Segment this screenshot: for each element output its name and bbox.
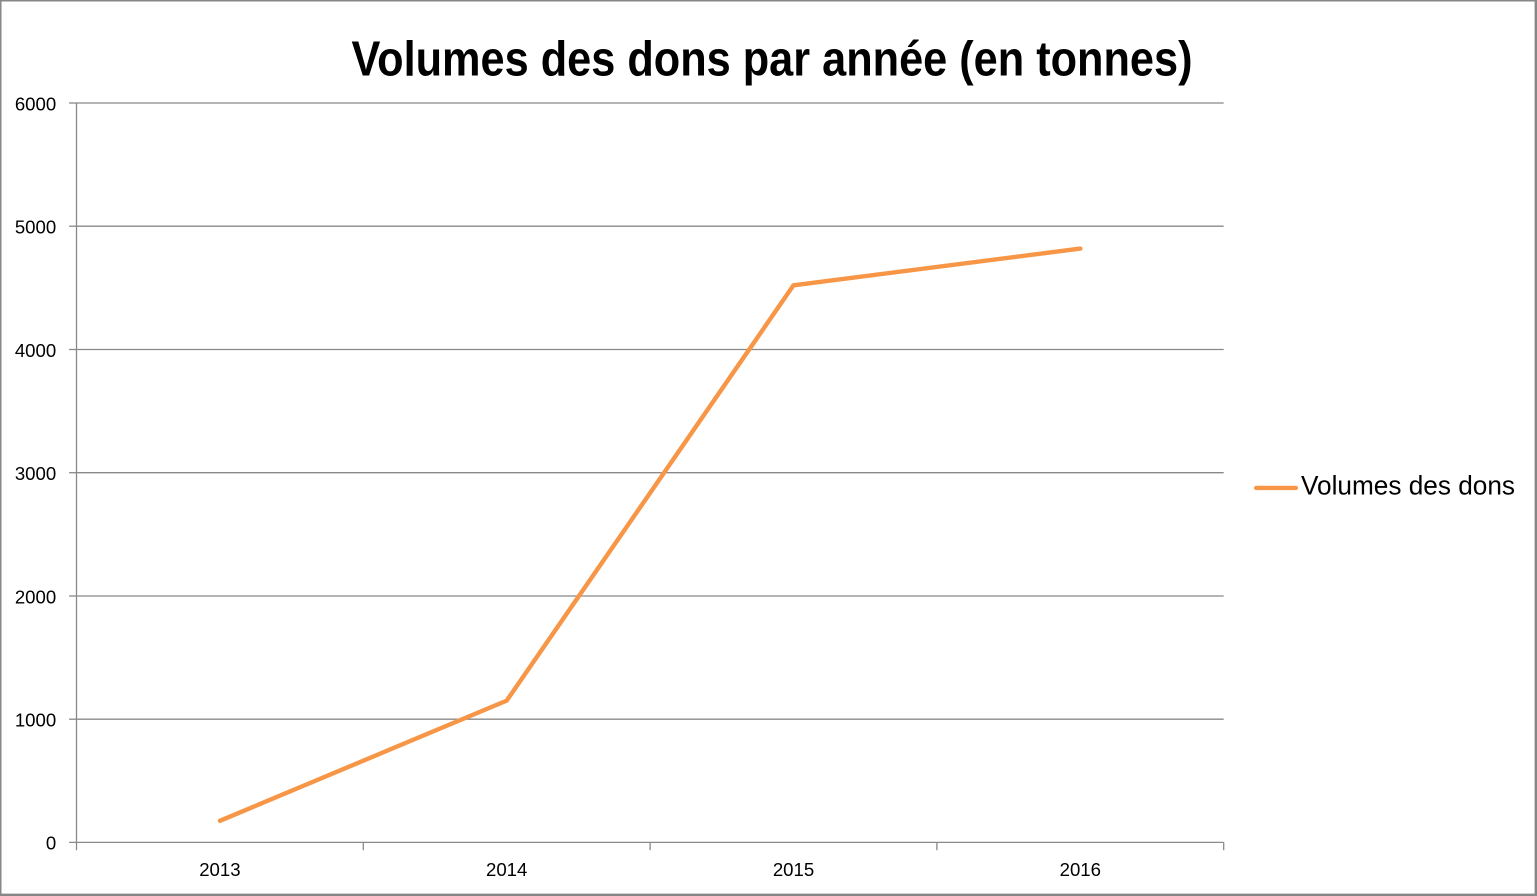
svg-text:0: 0 (46, 833, 56, 854)
svg-text:2013: 2013 (199, 859, 240, 880)
svg-text:6000: 6000 (15, 93, 56, 114)
svg-text:2014: 2014 (486, 859, 527, 880)
svg-text:5000: 5000 (15, 217, 56, 238)
svg-text:1000: 1000 (15, 710, 56, 731)
svg-text:2015: 2015 (773, 859, 814, 880)
svg-text:2000: 2000 (15, 586, 56, 607)
svg-text:2016: 2016 (1060, 859, 1101, 880)
svg-text:3000: 3000 (15, 463, 56, 484)
svg-text:4000: 4000 (15, 340, 56, 361)
svg-text:Volumes des dons: Volumes des dons (1301, 471, 1515, 501)
svg-text:Volumes des dons par année (en: Volumes des dons par année (en tonnes) (352, 31, 1193, 86)
